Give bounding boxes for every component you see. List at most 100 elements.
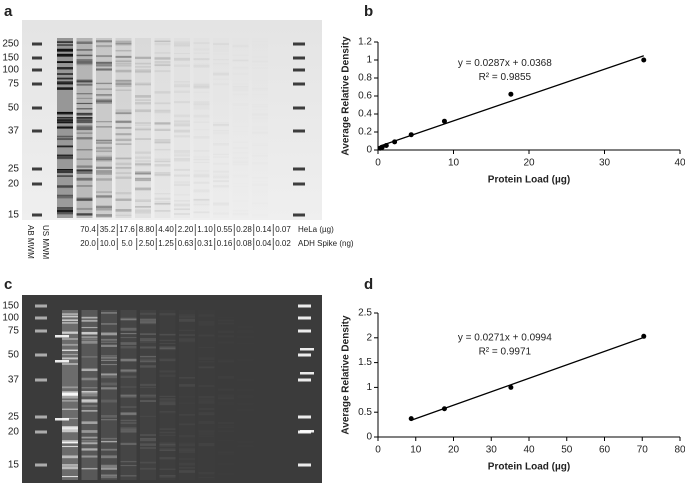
band [238, 330, 254, 333]
x-tick-label: 30 [599, 158, 611, 169]
band [76, 112, 93, 116]
band [257, 327, 273, 329]
band [62, 363, 78, 365]
band [135, 62, 151, 65]
data-point [641, 57, 647, 63]
band [252, 177, 268, 178]
band [101, 363, 117, 366]
band [140, 386, 156, 388]
band [76, 63, 93, 66]
band [213, 154, 229, 155]
band [96, 166, 112, 169]
band [159, 395, 176, 398]
band [81, 440, 98, 442]
lane [120, 310, 137, 480]
table-cell: 0.63 [178, 239, 194, 248]
band [57, 41, 73, 43]
band [194, 170, 210, 172]
table-cell: 17.6 [119, 225, 135, 234]
band [233, 87, 249, 88]
band [57, 77, 73, 80]
band [101, 338, 117, 341]
band [194, 182, 210, 184]
spike-band [55, 418, 69, 421]
band [135, 156, 151, 159]
table-cell: 70.4 [80, 225, 96, 234]
band [96, 139, 112, 143]
band [252, 162, 268, 165]
table-cell: 0.07 [275, 225, 291, 234]
band [174, 43, 190, 45]
band [115, 176, 132, 179]
band [154, 40, 171, 42]
band [159, 347, 176, 351]
band [135, 163, 151, 167]
band [115, 69, 132, 73]
marker-band [293, 213, 305, 217]
mw-label: 20 [8, 427, 20, 438]
band [101, 448, 117, 451]
band [120, 429, 137, 432]
band [174, 129, 190, 132]
band [115, 89, 132, 91]
band [120, 358, 137, 362]
band [120, 332, 137, 335]
band [135, 171, 151, 174]
band [96, 40, 112, 43]
band [76, 127, 93, 131]
band [179, 314, 195, 317]
band [257, 422, 273, 425]
band [159, 339, 176, 341]
band [252, 67, 268, 69]
band [101, 474, 117, 477]
band [233, 126, 249, 128]
band [199, 357, 215, 360]
band [233, 94, 249, 96]
band [154, 210, 171, 212]
data-point [408, 132, 414, 138]
band [159, 347, 176, 350]
band [140, 360, 156, 363]
band [57, 44, 73, 46]
band [238, 470, 254, 472]
table-cell: 0.02 [275, 239, 291, 248]
band [81, 467, 98, 470]
band [159, 334, 176, 336]
band [120, 358, 137, 362]
band [96, 142, 112, 144]
band [252, 106, 268, 108]
data-point [379, 144, 385, 150]
band [154, 63, 171, 67]
band [179, 403, 195, 404]
band [62, 391, 78, 394]
band [257, 315, 273, 316]
band [218, 452, 234, 454]
band [218, 320, 234, 321]
x-tick-label: 30 [486, 445, 498, 456]
band [96, 206, 112, 209]
band [120, 412, 137, 415]
band [62, 316, 78, 318]
band [238, 336, 254, 337]
band [238, 361, 254, 363]
band [233, 66, 249, 67]
band [101, 355, 117, 357]
mw-label: 25 [8, 412, 20, 423]
band [76, 198, 93, 201]
table-cell: 0.55 [217, 225, 233, 234]
band [115, 42, 132, 46]
band [238, 441, 254, 443]
x-axis-title: Protein Load (µg) [488, 175, 570, 186]
band [174, 175, 190, 177]
data-point [508, 91, 514, 97]
band [179, 319, 195, 322]
lane [257, 310, 273, 480]
band [194, 201, 210, 204]
band [159, 431, 176, 434]
band [174, 157, 190, 160]
band [174, 53, 190, 54]
band [194, 199, 210, 200]
band [115, 112, 132, 115]
band [96, 61, 112, 64]
